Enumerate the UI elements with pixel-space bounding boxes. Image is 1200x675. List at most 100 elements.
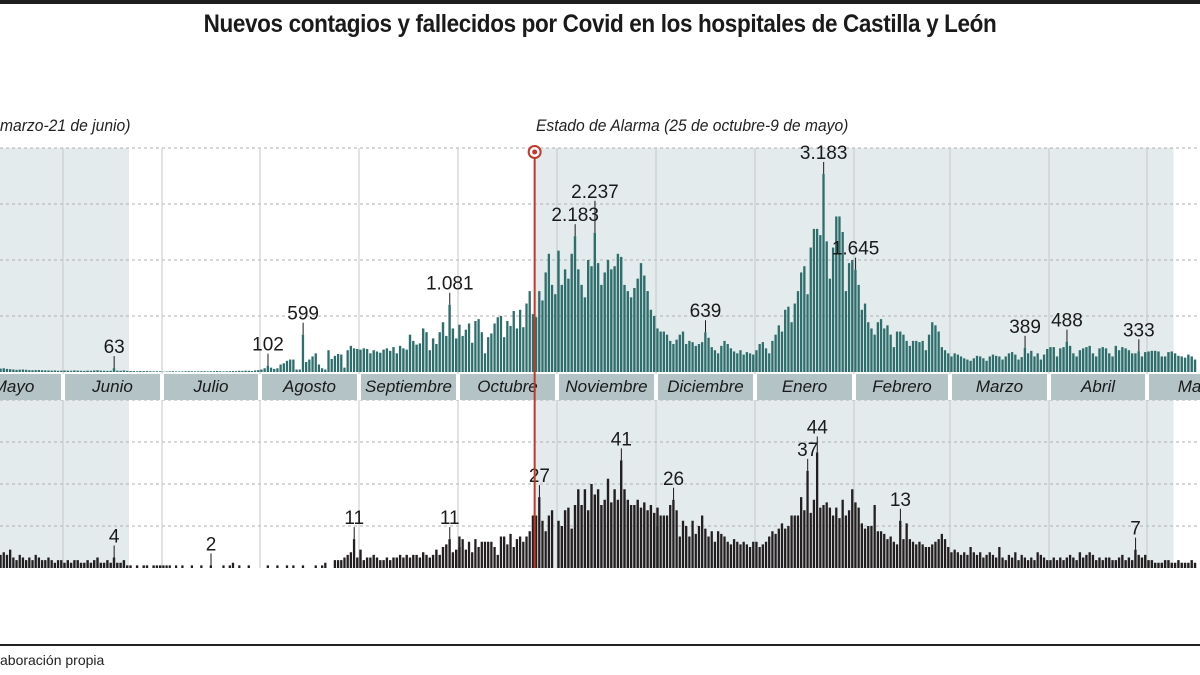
cases-bar bbox=[44, 370, 47, 372]
cases-bar bbox=[1023, 347, 1027, 372]
deaths-bar bbox=[1059, 557, 1062, 568]
cases-bar bbox=[729, 348, 733, 372]
cases-bar bbox=[593, 232, 596, 372]
cases-bar bbox=[190, 371, 194, 372]
deaths-bar bbox=[972, 552, 975, 568]
month-label: Octubre bbox=[477, 377, 537, 396]
cases-bar bbox=[66, 370, 69, 372]
cases-bar bbox=[83, 370, 86, 372]
deaths-bar bbox=[623, 489, 626, 568]
cases-data-label: 63 bbox=[104, 337, 125, 358]
cases-bar bbox=[155, 371, 159, 372]
cases-bar bbox=[333, 355, 337, 372]
deaths-bar bbox=[168, 565, 171, 568]
cases-bar bbox=[285, 360, 289, 372]
cases-data-label: 2.237 bbox=[571, 182, 619, 203]
cases-bar bbox=[106, 370, 109, 372]
cases-bar bbox=[620, 256, 623, 372]
deaths-bar bbox=[531, 515, 535, 568]
deaths-data-label: 26 bbox=[663, 469, 684, 490]
deaths-bar bbox=[643, 502, 646, 568]
deaths-bar bbox=[483, 541, 487, 568]
deaths-bar bbox=[742, 541, 745, 568]
cases-bar bbox=[899, 331, 902, 372]
deaths-bar bbox=[375, 557, 379, 568]
month-band-cell bbox=[1149, 374, 1200, 400]
deaths-bar bbox=[1170, 562, 1173, 568]
cases-bar bbox=[755, 350, 758, 372]
deaths-bar bbox=[646, 510, 649, 568]
deaths-bar bbox=[15, 560, 18, 568]
deaths-bar bbox=[1081, 557, 1085, 568]
cases-bar bbox=[515, 328, 519, 372]
cases-bar bbox=[398, 345, 402, 372]
cases-bar bbox=[464, 329, 467, 372]
deaths-bar bbox=[1127, 557, 1131, 568]
deaths-bar bbox=[1004, 560, 1007, 568]
cases-data-label: 333 bbox=[1123, 320, 1155, 341]
cases-bar bbox=[385, 348, 389, 372]
deaths-bar bbox=[474, 539, 477, 568]
cases-bar bbox=[47, 370, 50, 372]
cases-bar bbox=[1020, 357, 1023, 372]
cases-bar bbox=[870, 328, 873, 372]
cases-bar bbox=[435, 344, 438, 372]
cases-bar bbox=[822, 173, 825, 372]
deaths-bar bbox=[639, 507, 643, 568]
deaths-bar bbox=[50, 560, 53, 568]
cases-bar bbox=[139, 371, 142, 372]
cases-bar bbox=[975, 355, 979, 372]
cases-bar bbox=[639, 263, 643, 372]
deaths-bar bbox=[1104, 557, 1108, 568]
deaths-bar bbox=[333, 560, 337, 568]
deaths-bar bbox=[809, 512, 812, 568]
chart-title: Nuevos contagios y fallecidos por Covid … bbox=[203, 10, 997, 38]
cases-bar bbox=[244, 370, 247, 372]
cases-bar bbox=[56, 370, 60, 372]
cases-bar bbox=[780, 331, 784, 372]
deaths-bar bbox=[732, 539, 736, 568]
cases-data-label: 1.645 bbox=[832, 239, 880, 260]
cases-bar bbox=[1014, 354, 1017, 372]
deaths-bar bbox=[1026, 560, 1030, 568]
deaths-bar bbox=[857, 507, 860, 568]
cases-bar bbox=[672, 344, 675, 372]
deaths-bar bbox=[385, 557, 389, 568]
deaths-bar bbox=[467, 541, 471, 568]
deaths-bar bbox=[573, 505, 577, 568]
cases-bar bbox=[1160, 356, 1164, 372]
cases-bar bbox=[570, 253, 573, 372]
cases-bar bbox=[359, 349, 362, 372]
month-label: Diciembre bbox=[667, 377, 744, 396]
deaths-bar bbox=[190, 565, 194, 568]
deaths-bar bbox=[66, 560, 69, 568]
cases-data-label: 3.183 bbox=[800, 143, 848, 164]
cases-bar bbox=[1137, 351, 1140, 372]
deaths-bar bbox=[1001, 557, 1004, 568]
deaths-bar bbox=[1020, 554, 1023, 568]
deaths-bar bbox=[471, 552, 474, 568]
month-label: Mayo bbox=[1178, 377, 1200, 396]
cases-bar bbox=[116, 370, 119, 372]
cases-bar bbox=[1055, 356, 1059, 372]
cases-bar bbox=[499, 316, 503, 372]
deaths-bar bbox=[752, 541, 755, 568]
deaths-bar bbox=[1130, 560, 1134, 568]
cases-bar bbox=[445, 335, 448, 372]
cases-bar bbox=[704, 332, 707, 372]
cases-bar bbox=[943, 350, 947, 372]
deaths-bar bbox=[451, 552, 455, 568]
deaths-bar bbox=[1098, 557, 1101, 568]
cases-bar bbox=[662, 331, 665, 372]
deaths-bar bbox=[1160, 562, 1164, 568]
deaths-bar bbox=[1147, 560, 1150, 568]
cases-bar bbox=[681, 331, 685, 372]
cases-bar bbox=[1111, 356, 1114, 372]
deaths-bar bbox=[222, 565, 225, 568]
cases-bar bbox=[279, 364, 282, 372]
cases-bar bbox=[365, 348, 369, 372]
month-label: Agosto bbox=[282, 377, 336, 396]
cases-bar bbox=[1157, 351, 1160, 372]
deaths-bar bbox=[567, 507, 570, 568]
month-label: Mayo bbox=[0, 377, 34, 396]
